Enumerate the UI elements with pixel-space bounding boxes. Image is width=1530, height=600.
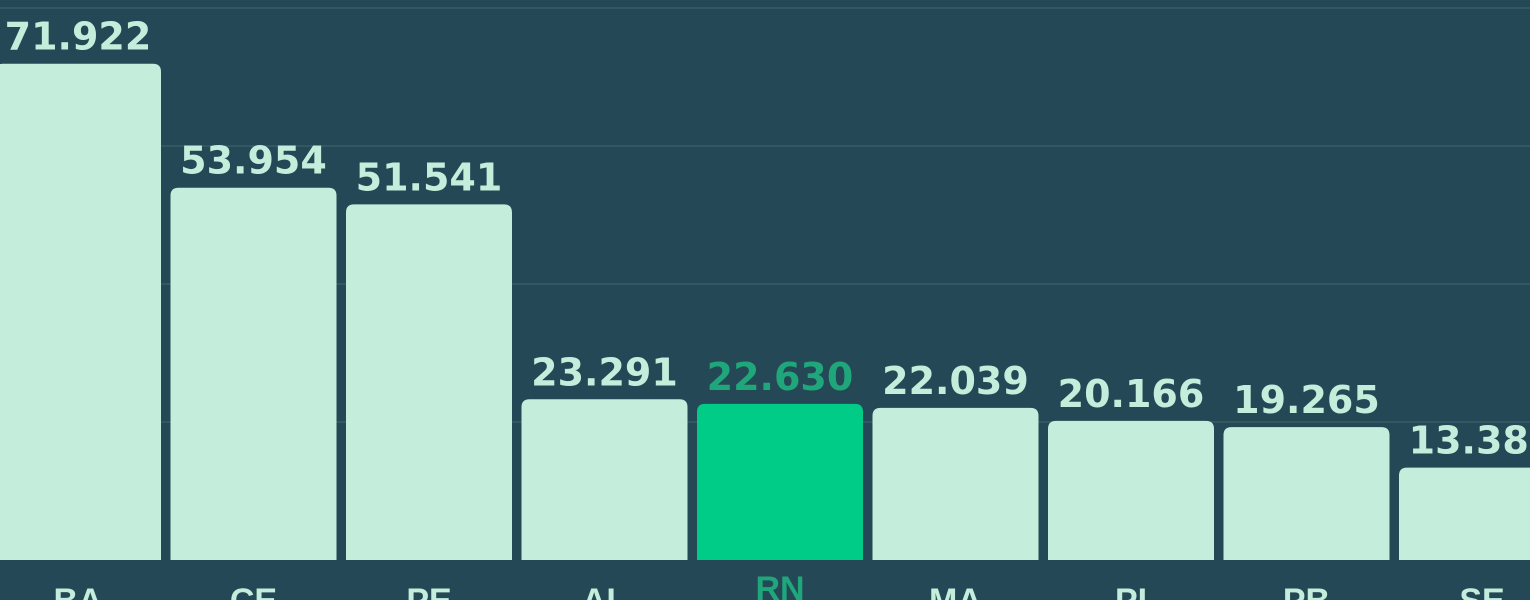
bar (346, 204, 512, 561)
value-label: 20.166 (1058, 372, 1205, 416)
x-tick-label: MA (929, 582, 982, 600)
value-label: 53.954 (180, 139, 327, 183)
x-tick-label: AL (582, 582, 627, 600)
bar (1399, 467, 1530, 560)
bar (1223, 427, 1390, 560)
x-tick-label: BA (53, 582, 102, 600)
value-label: 22.630 (707, 355, 854, 399)
x-tick-label: PI (1115, 582, 1147, 600)
value-label: 23.291 (531, 350, 678, 394)
value-label: 13.380 (1409, 419, 1530, 463)
bar (170, 187, 337, 560)
bar (697, 403, 863, 560)
value-label: 51.541 (356, 155, 503, 199)
value-label: 19.265 (1233, 378, 1380, 422)
value-label: 71.922 (5, 15, 152, 59)
bar (0, 63, 161, 560)
x-tick-label: RN (755, 570, 804, 600)
x-tick-label: SE (1459, 582, 1504, 600)
bar (872, 407, 1039, 560)
x-tick-label: PE (406, 582, 451, 600)
x-tick-label: CE (230, 582, 277, 600)
bar (521, 399, 688, 560)
bar (1048, 420, 1214, 560)
x-tick-label: PB (1283, 582, 1330, 600)
value-label: 22.039 (882, 359, 1029, 403)
